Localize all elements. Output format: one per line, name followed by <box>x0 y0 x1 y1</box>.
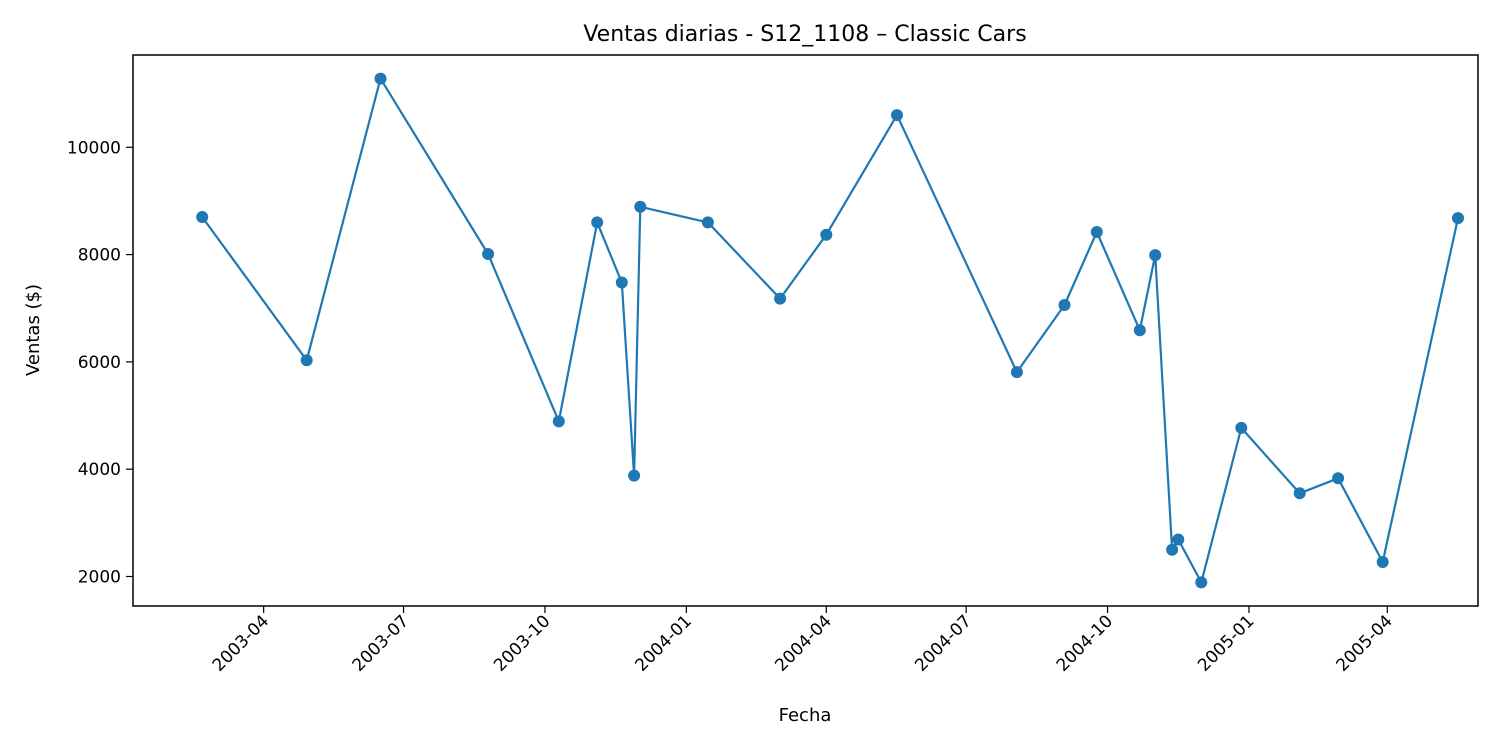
plot-frame <box>132 54 1479 607</box>
y-tick-label: 4000 <box>78 460 121 480</box>
data-point <box>1293 487 1306 500</box>
data-point <box>820 228 833 241</box>
series-line <box>201 77 1460 584</box>
data-point <box>1090 226 1103 238</box>
data-point <box>634 200 647 213</box>
data-point <box>1452 212 1464 225</box>
data-point <box>1172 533 1185 546</box>
data-point <box>774 292 787 305</box>
plot-area <box>196 72 1464 589</box>
data-point <box>482 248 495 260</box>
data-point <box>1166 543 1179 556</box>
data-point <box>1133 324 1146 337</box>
data-point <box>1058 299 1071 311</box>
y-tick-label: 8000 <box>78 246 121 266</box>
data-point <box>300 354 313 367</box>
data-point <box>374 72 387 85</box>
data-point <box>701 216 714 229</box>
data-point <box>1149 249 1162 262</box>
y-axis-label: Ventas ($) <box>23 284 44 376</box>
data-point <box>1010 366 1023 379</box>
data-point <box>196 211 209 223</box>
data-point <box>615 276 628 289</box>
data-point <box>1332 472 1345 485</box>
y-axis: 2000 4000 6000 8000 10000 <box>67 138 133 587</box>
chart-title: Ventas diarias - S12_1108 – Classic Cars <box>583 22 1026 47</box>
data-point <box>891 109 903 122</box>
data-point <box>1376 556 1389 568</box>
data-point <box>591 216 604 229</box>
data-point <box>628 469 641 482</box>
data-point <box>552 415 565 428</box>
data-point <box>1195 576 1208 589</box>
data-point <box>1235 421 1248 434</box>
y-tick-label: 10000 <box>67 138 121 158</box>
y-tick-label: 6000 <box>78 353 121 373</box>
y-tick-label: 2000 <box>78 567 121 587</box>
x-axis-label: Fecha <box>779 705 832 726</box>
